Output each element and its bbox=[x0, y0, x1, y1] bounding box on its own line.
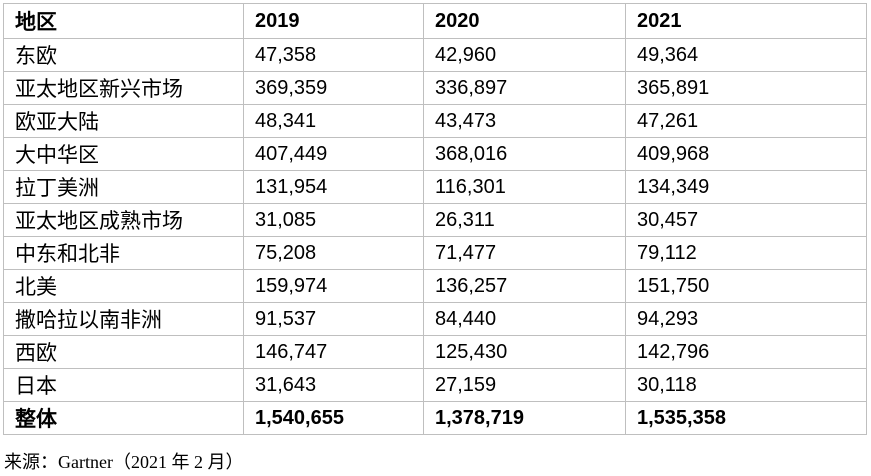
value-cell-2020: 43,473 bbox=[423, 104, 626, 138]
value-cell-2021: 365,891 bbox=[625, 71, 867, 105]
value-cell-2020: 26,311 bbox=[423, 203, 626, 237]
value-cell-2021: 94,293 bbox=[625, 302, 867, 336]
region-cell: 东欧 bbox=[3, 38, 244, 72]
value-cell-2020: 336,897 bbox=[423, 71, 626, 105]
table-row: 亚太地区新兴市场 369,359 336,897 365,891 bbox=[3, 71, 867, 105]
value-cell-2019: 159,974 bbox=[243, 269, 424, 303]
value-cell-2021: 142,796 bbox=[625, 335, 867, 369]
table-total-row: 整体 1,540,655 1,378,719 1,535,358 bbox=[3, 401, 867, 435]
region-data-table: 地区 2019 2020 2021 东欧 47,358 42,960 49,36… bbox=[3, 3, 867, 435]
table-header-row: 地区 2019 2020 2021 bbox=[3, 3, 867, 39]
region-cell: 亚太地区成熟市场 bbox=[3, 203, 244, 237]
value-cell-2021: 30,457 bbox=[625, 203, 867, 237]
value-cell-2020: 84,440 bbox=[423, 302, 626, 336]
value-cell-2019: 31,643 bbox=[243, 368, 424, 402]
table-row: 拉丁美洲 131,954 116,301 134,349 bbox=[3, 170, 867, 204]
region-cell: 大中华区 bbox=[3, 137, 244, 171]
table-row: 日本 31,643 27,159 30,118 bbox=[3, 368, 867, 402]
value-cell-2019: 75,208 bbox=[243, 236, 424, 270]
value-cell-2020: 368,016 bbox=[423, 137, 626, 171]
table-row: 欧亚大陆 48,341 43,473 47,261 bbox=[3, 104, 867, 138]
value-cell-2021: 134,349 bbox=[625, 170, 867, 204]
table-row: 北美 159,974 136,257 151,750 bbox=[3, 269, 867, 303]
value-cell-2019: 31,085 bbox=[243, 203, 424, 237]
total-value-2020: 1,378,719 bbox=[423, 401, 626, 435]
value-cell-2020: 42,960 bbox=[423, 38, 626, 72]
value-cell-2021: 30,118 bbox=[625, 368, 867, 402]
region-cell: 亚太地区新兴市场 bbox=[3, 71, 244, 105]
column-header-2020: 2020 bbox=[423, 3, 626, 39]
value-cell-2020: 27,159 bbox=[423, 368, 626, 402]
value-cell-2021: 151,750 bbox=[625, 269, 867, 303]
value-cell-2021: 409,968 bbox=[625, 137, 867, 171]
table-row: 东欧 47,358 42,960 49,364 bbox=[3, 38, 867, 72]
region-cell: 西欧 bbox=[3, 335, 244, 369]
region-cell: 中东和北非 bbox=[3, 236, 244, 270]
region-cell: 日本 bbox=[3, 368, 244, 402]
value-cell-2019: 146,747 bbox=[243, 335, 424, 369]
value-cell-2019: 91,537 bbox=[243, 302, 424, 336]
region-cell: 拉丁美洲 bbox=[3, 170, 244, 204]
total-value-2021: 1,535,358 bbox=[625, 401, 867, 435]
value-cell-2020: 136,257 bbox=[423, 269, 626, 303]
region-cell: 撒哈拉以南非洲 bbox=[3, 302, 244, 336]
value-cell-2020: 125,430 bbox=[423, 335, 626, 369]
value-cell-2020: 116,301 bbox=[423, 170, 626, 204]
total-label-cell: 整体 bbox=[3, 401, 244, 435]
region-cell: 欧亚大陆 bbox=[3, 104, 244, 138]
table-row: 大中华区 407,449 368,016 409,968 bbox=[3, 137, 867, 171]
table-row: 亚太地区成熟市场 31,085 26,311 30,457 bbox=[3, 203, 867, 237]
table-row: 西欧 146,747 125,430 142,796 bbox=[3, 335, 867, 369]
value-cell-2019: 47,358 bbox=[243, 38, 424, 72]
column-header-region: 地区 bbox=[3, 3, 244, 39]
region-cell: 北美 bbox=[3, 269, 244, 303]
value-cell-2021: 49,364 bbox=[625, 38, 867, 72]
value-cell-2021: 79,112 bbox=[625, 236, 867, 270]
source-attribution: 来源：Gartner（2021 年 2 月） bbox=[4, 452, 244, 472]
value-cell-2021: 47,261 bbox=[625, 104, 867, 138]
value-cell-2019: 131,954 bbox=[243, 170, 424, 204]
table-row: 撒哈拉以南非洲 91,537 84,440 94,293 bbox=[3, 302, 867, 336]
column-header-2019: 2019 bbox=[243, 3, 424, 39]
table-row: 中东和北非 75,208 71,477 79,112 bbox=[3, 236, 867, 270]
column-header-2021: 2021 bbox=[625, 3, 867, 39]
value-cell-2019: 48,341 bbox=[243, 104, 424, 138]
total-value-2019: 1,540,655 bbox=[243, 401, 424, 435]
value-cell-2019: 369,359 bbox=[243, 71, 424, 105]
value-cell-2019: 407,449 bbox=[243, 137, 424, 171]
value-cell-2020: 71,477 bbox=[423, 236, 626, 270]
